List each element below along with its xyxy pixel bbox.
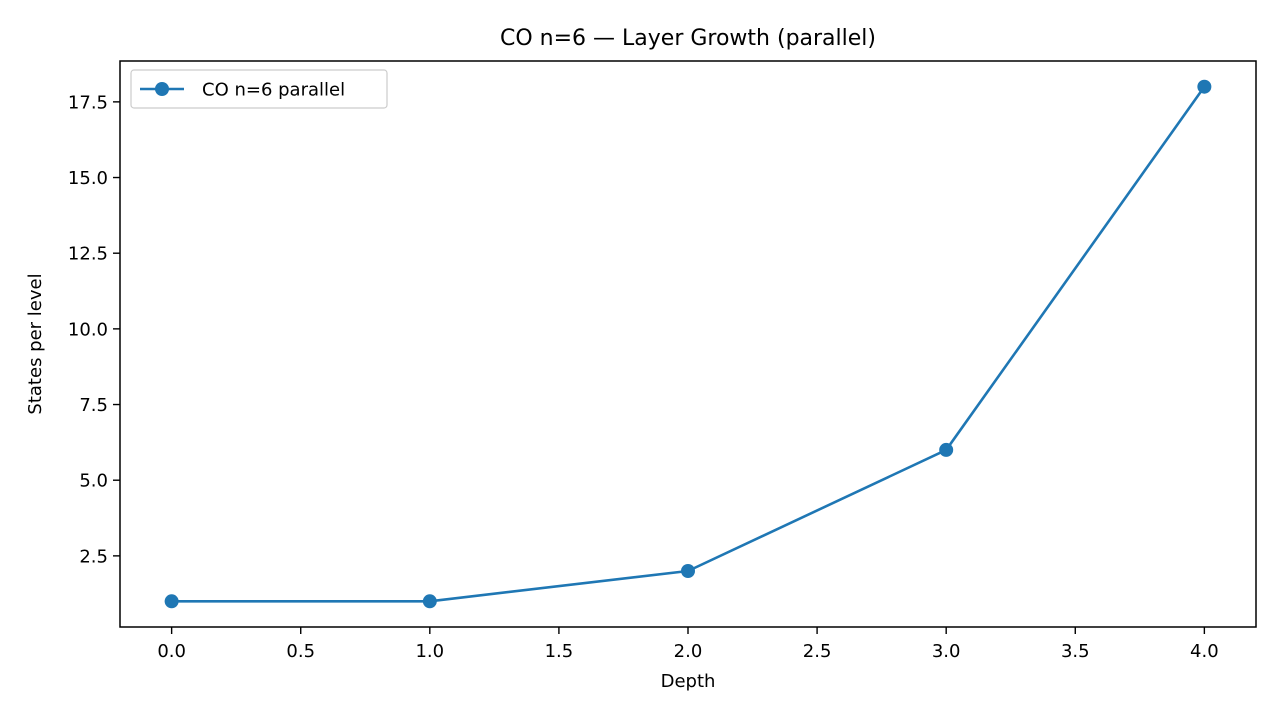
data-point-marker (422, 594, 437, 609)
x-tick-label: 1.0 (415, 641, 444, 662)
x-tick-label: 4.0 (1190, 641, 1219, 662)
x-tick-label: 0.0 (157, 641, 186, 662)
data-point-marker (164, 594, 179, 609)
x-tick-label: 3.0 (932, 641, 961, 662)
y-tick-label: 5.0 (79, 471, 108, 492)
data-point-marker (939, 442, 954, 457)
y-tick-label: 12.5 (68, 244, 108, 265)
x-tick-label: 0.5 (286, 641, 315, 662)
x-tick-label: 3.5 (1061, 641, 1090, 662)
chart-title: CO n=6 — Layer Growth (parallel) (500, 26, 876, 51)
legend-box (130, 69, 388, 109)
x-axis-label: Depth (661, 671, 716, 692)
legend-label: CO n=6 parallel (202, 80, 345, 101)
y-axis-label: States per level (25, 273, 46, 414)
y-tick-label: 10.0 (68, 319, 108, 340)
x-axis: 0.0 0.5 1.0 1.5 2.0 2.5 3.0 3.5 4.0 (157, 627, 1219, 662)
y-tick-label: 7.5 (79, 395, 108, 416)
legend-marker-swatch (155, 82, 169, 96)
y-tick-label: 2.5 (79, 546, 108, 567)
x-tick-label: 2.5 (803, 641, 832, 662)
x-tick-label: 1.5 (545, 641, 574, 662)
x-tick-label: 2.0 (674, 641, 703, 662)
y-tick-label: 17.5 (68, 92, 108, 113)
y-tick-label: 15.0 (68, 168, 108, 189)
y-axis: 2.5 5.0 7.5 10.0 12.5 15.0 17.5 (68, 92, 120, 567)
data-point-marker (1197, 79, 1212, 94)
plot-frame (119, 60, 1257, 628)
legend: CO n=6 parallel (130, 69, 388, 109)
data-point-marker (681, 564, 695, 579)
series-layer (164, 79, 1212, 609)
